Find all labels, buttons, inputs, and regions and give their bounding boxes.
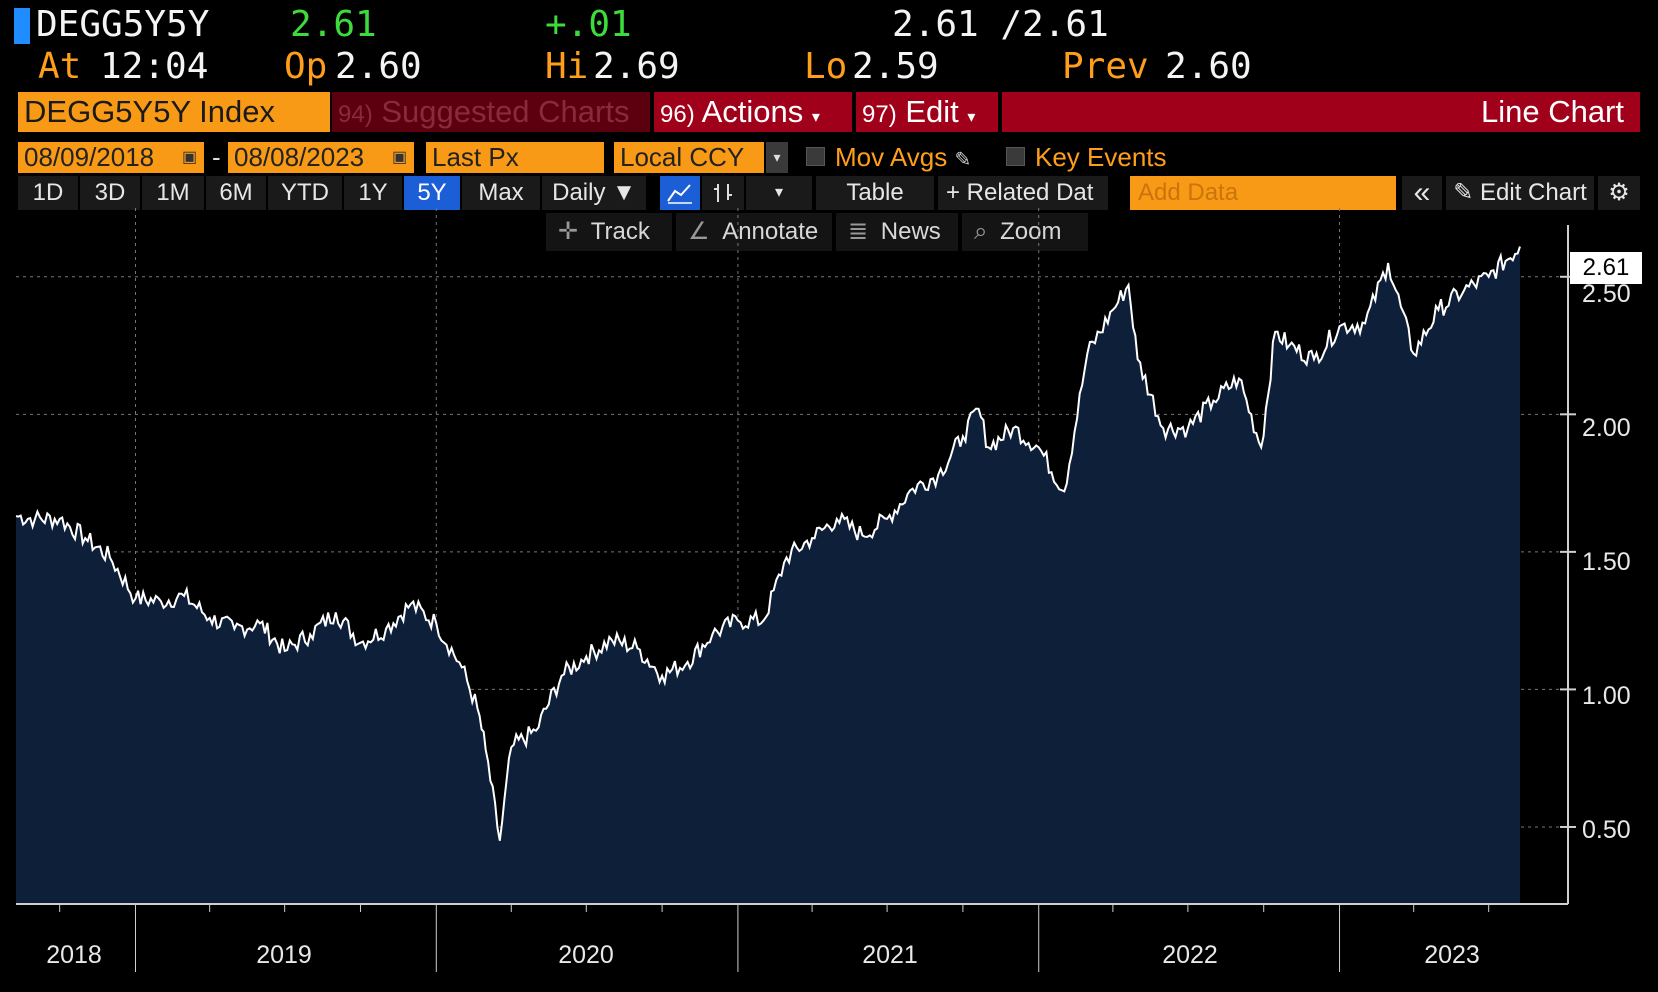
frequency-dropdown[interactable]: Daily ▼ [542,176,646,210]
chart-grid [16,208,1564,904]
key-events-label: Key Events [1035,142,1167,172]
edit-label: Edit [905,94,959,129]
magnifier-icon: ⌕ [974,218,988,245]
annotate-button[interactable]: ∠ Annotate [676,213,832,251]
actions-menu[interactable]: 96) Actions ▾ [654,92,852,132]
period-5y[interactable]: 5Y [404,176,460,210]
prev-value: 2.60 [1165,46,1252,87]
last-price: 2.61 [290,4,377,45]
crosshair-icon: ✛ [558,218,579,245]
edit-dropdown-icon: ▾ [967,109,976,126]
period-3d[interactable]: 3D [80,176,140,210]
related-data-button[interactable]: + Related Dat [938,176,1108,210]
high-value: 2.69 [593,46,680,87]
period-1y[interactable]: 1Y [344,176,402,210]
period-max[interactable]: Max [462,176,540,210]
mov-avgs-toggle[interactable]: Mov Avgs ✎ [806,142,971,173]
key-events-checkbox[interactable] [1006,146,1025,166]
table-button[interactable]: Table [816,176,934,210]
open-value: 2.60 [335,46,422,87]
bid-ask: 2.61 /2.61 [892,4,1109,45]
actions-label: Actions [701,94,804,129]
news-button[interactable]: ≣ News [836,213,958,251]
news-icon: ≣ [848,218,869,245]
quote-time: 12:04 [100,46,209,87]
mov-avgs-label: Mov Avgs [835,142,948,172]
track-label: Track [590,218,650,245]
security-color-marker [14,8,30,44]
currency-dropdown-icon[interactable]: ▾ [766,142,788,173]
news-label: News [880,218,941,245]
at-label: At [38,46,82,87]
currency-selector[interactable]: Local CCY [614,142,764,173]
annotate-label: Annotate [722,218,819,245]
zoom-label: Zoom [1000,218,1062,245]
start-calendar-icon[interactable]: ▣ [182,149,198,166]
x-tick-label: 2018 [46,941,102,969]
actions-number: 96) [660,101,695,128]
date-range-dash: - [212,142,221,172]
y-tick-label: 2.00 [1582,414,1631,442]
series-line [15,246,1521,841]
series-area [16,246,1520,904]
field-selector[interactable]: Last Px [426,142,604,173]
suggested-charts-label: Suggested Charts [381,94,630,129]
actions-dropdown-icon: ▾ [811,109,820,126]
chart-axes [16,225,1576,972]
x-tick-label: 2021 [862,941,918,969]
high-label: Hi [545,46,589,87]
chart-type-bar: Line Chart [1002,92,1640,132]
chart-style-dropdown-icon[interactable]: ▾ [746,176,812,210]
y-tick-label: 1.00 [1582,682,1631,710]
end-calendar-icon[interactable]: ▣ [392,149,408,166]
edit-menu[interactable]: 97) Edit ▾ [856,92,998,132]
low-value: 2.59 [852,46,939,87]
period-1m[interactable]: 1M [142,176,204,210]
period-ytd[interactable]: YTD [268,176,342,210]
key-events-toggle[interactable]: Key Events [1006,142,1167,173]
bar-chart-icon[interactable] [702,176,744,210]
zoom-button[interactable]: ⌕ Zoom [962,213,1088,251]
x-tick-label: 2022 [1162,941,1218,969]
prev-label: Prev [1062,46,1149,87]
collapse-panel-button[interactable]: « [1402,176,1442,210]
add-data-input[interactable]: Add Data [1130,176,1396,210]
y-tick-label: 2.50 [1582,280,1631,308]
line-chart-icon[interactable] [660,176,700,210]
track-button[interactable]: ✛ Track [546,213,672,251]
annotate-icon: ∠ [688,218,710,245]
y-tick-label: 0.50 [1582,816,1631,844]
x-tick-label: 2020 [558,941,614,969]
suggested-charts-number: 94) [338,101,373,128]
start-date-field[interactable]: 08/09/2018 [18,142,204,173]
last-value-badge: 2.61 [1570,252,1642,284]
edit-chart-label: Edit Chart [1480,179,1587,206]
x-tick-label: 2019 [256,941,312,969]
security-field[interactable]: DEGG5Y5Y Index [18,92,330,132]
mov-avgs-checkbox[interactable] [806,146,825,166]
open-label: Op [284,46,328,87]
edit-chart-pencil-icon: ✎ [1453,179,1474,206]
low-label: Lo [804,46,848,87]
pencil-icon[interactable]: ✎ [954,149,972,171]
period-6m[interactable]: 6M [206,176,266,210]
settings-gear-icon[interactable]: ⚙ [1598,176,1640,210]
edit-chart-button[interactable]: ✎ Edit Chart [1446,176,1594,210]
end-date-field[interactable]: 08/08/2023 [228,142,414,173]
ticker: DEGG5Y5Y [36,4,210,45]
net-change: +.01 [545,4,632,45]
edit-number: 97) [862,101,897,128]
period-1d[interactable]: 1D [18,176,78,210]
suggested-charts-button[interactable]: 94) Suggested Charts [332,92,650,132]
x-tick-label: 2023 [1424,941,1480,969]
y-tick-label: 1.50 [1582,548,1631,576]
